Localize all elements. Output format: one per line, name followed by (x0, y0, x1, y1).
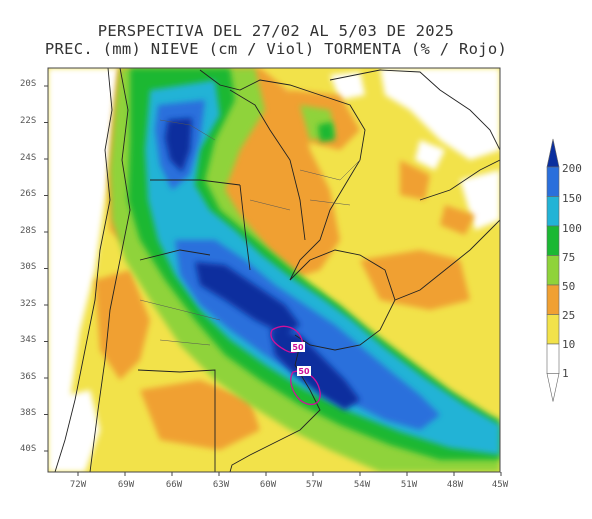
storm-label-bg-2 (297, 366, 311, 376)
legend-label-10: 10 (562, 338, 576, 351)
map-frame (47, 67, 501, 473)
legend-swatch-10 (546, 314, 560, 345)
storm-label-2: 50 (298, 367, 310, 376)
legend-label-50: 50 (562, 280, 576, 293)
legend-label-100: 100 (562, 222, 582, 235)
lon-label: 54W (353, 480, 371, 490)
axis-ticks (44, 85, 502, 476)
lon-label: 45W (491, 480, 509, 490)
lon-label: 48W (446, 480, 464, 490)
map-title-line-1: PERSPECTIVA DEL 27/02 AL 5/03 DE 2025 (97, 22, 455, 40)
legend-colorbar (546, 138, 560, 402)
storm-label-bg-1 (291, 342, 305, 352)
legend-swatch-75 (546, 225, 560, 256)
lat-label: 36S (20, 372, 37, 382)
lat-label: 34S (20, 335, 37, 345)
legend-swatch-bottom (546, 373, 560, 402)
lat-label: 32S (20, 299, 37, 309)
lon-label: 57W (305, 480, 323, 490)
internal-borders (139, 119, 361, 346)
legend-swatch-50 (546, 255, 560, 286)
lon-label: 63W (212, 480, 230, 490)
lat-label: 22S (20, 116, 37, 126)
legend-swatch-1 (546, 343, 560, 374)
legend-label-200: 200 (562, 162, 582, 175)
legend-label-150: 150 (562, 192, 582, 205)
lon-label: 60W (259, 480, 277, 490)
map-title-line-2: PREC. (mm) NIEVE (cm / Viol) TORMENTA (%… (44, 40, 508, 58)
lat-label: 38S (20, 408, 37, 418)
legend-swatch-25 (546, 284, 560, 315)
lat-label: 20S (20, 79, 37, 89)
lat-label: 26S (20, 189, 37, 199)
precip-fields (48, 68, 500, 472)
lat-label: 28S (20, 226, 37, 236)
lat-label: 30S (20, 262, 37, 272)
political-borders (54, 68, 500, 472)
lon-label: 66W (165, 480, 183, 490)
lon-label: 72W (69, 480, 87, 490)
lon-label: 51W (400, 480, 418, 490)
field-75mm (128, 68, 500, 460)
legend-swatch-100 (546, 196, 560, 227)
legend-label-25: 25 (562, 309, 576, 322)
lon-label: 69W (117, 480, 135, 490)
legend-label-75: 75 (562, 251, 576, 264)
legend-swatch-top (546, 138, 560, 168)
legend-label-1: 1 (562, 367, 569, 380)
lat-label: 24S (20, 153, 37, 163)
storm-labels: 50 50 (291, 342, 311, 376)
legend-swatch-150 (546, 166, 560, 197)
lat-label: 40S (20, 444, 37, 454)
storm-label-1: 50 (292, 343, 304, 352)
